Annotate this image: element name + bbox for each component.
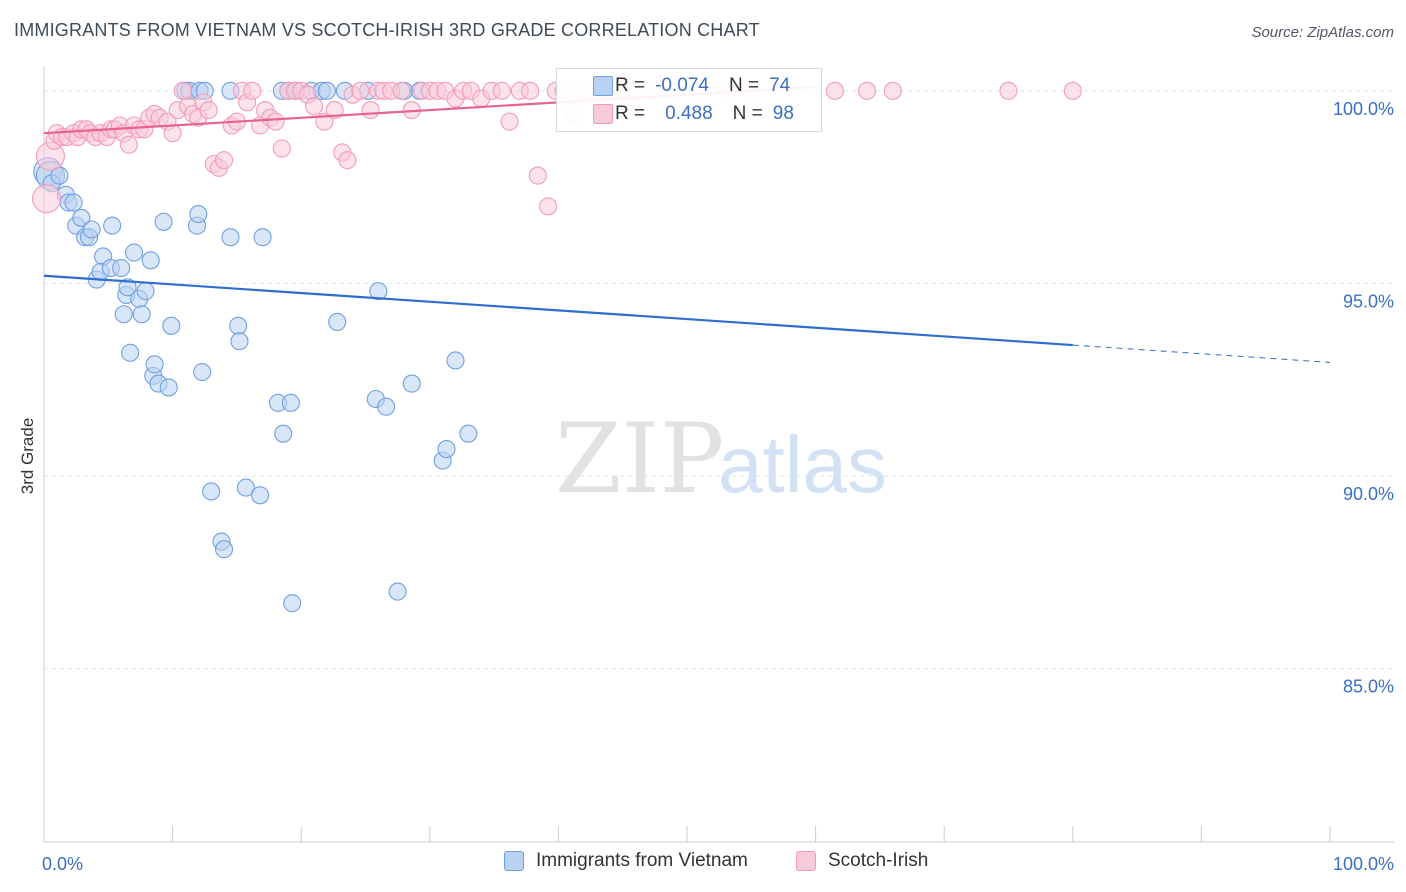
legend-swatch-scotch-irish (796, 851, 816, 871)
point-scotch-irish (1063, 81, 1082, 100)
point-scotch-irish (539, 197, 558, 216)
point-scotch-irish (351, 81, 370, 100)
point-scotch-irish (199, 101, 218, 120)
stats-swatch-scotch-irish (593, 104, 613, 124)
stats-r-label: R = (615, 103, 646, 124)
point-vietnam (159, 378, 178, 397)
point-vietnam (64, 193, 83, 212)
point-scotch-irish (392, 81, 411, 100)
point-vietnam (82, 220, 101, 239)
point-vietnam (402, 374, 421, 393)
point-vietnam (229, 316, 248, 335)
point-vietnam (388, 582, 407, 601)
point-vietnam (250, 486, 270, 505)
point-vietnam (281, 393, 300, 412)
point-scotch-irish (305, 97, 324, 116)
point-vietnam (162, 316, 181, 335)
point-scotch-irish (272, 139, 291, 158)
point-vietnam (103, 216, 122, 235)
point-vietnam (132, 305, 151, 324)
chart-title: IMMIGRANTS FROM VIETNAM VS SCOTCH-IRISH … (14, 20, 760, 40)
point-scotch-irish (883, 81, 902, 100)
point-scotch-irish (119, 135, 138, 154)
point-vietnam (328, 312, 347, 332)
point-scotch-irish (214, 151, 234, 170)
point-vietnam (253, 228, 272, 247)
point-scotch-irish (857, 81, 877, 100)
trendline-vietnam (43, 274, 1073, 347)
legend-label-vietnam: Immigrants from Vietnam (536, 850, 748, 871)
legend-item-vietnam[interactable]: Immigrants from Vietnam (504, 850, 748, 872)
point-scotch-irish (825, 81, 844, 100)
point-vietnam (72, 208, 91, 227)
point-vietnam (154, 212, 173, 231)
point-vietnam (114, 305, 133, 324)
legend: Immigrants from Vietnam Scotch-Irish (0, 850, 1406, 880)
stats-row-scotch-irish: R = 0.488 N = 98 (593, 101, 794, 127)
stats-n-label: N = (732, 103, 763, 124)
source-label: Source: ZipAtlas.com (1251, 24, 1394, 41)
point-vietnam (369, 282, 388, 301)
y-tick-label: 85.0% (1343, 677, 1394, 697)
stats-n-label: N = (728, 75, 760, 96)
point-scotch-irish (266, 112, 285, 131)
point-vietnam (230, 332, 249, 351)
stats-n-value: 98 (772, 103, 794, 124)
point-vietnam (236, 478, 255, 497)
stats-r-value: 0.488 (665, 103, 713, 124)
point-scotch-irish (338, 151, 357, 170)
point-scotch-irish (361, 101, 380, 120)
y-tick-label: 100.0% (1333, 99, 1394, 119)
trendline-vietnam-extension (1072, 344, 1331, 363)
stats-r-label: R = (615, 75, 646, 96)
point-vietnam (317, 81, 336, 100)
point-vietnam (446, 351, 465, 370)
point-vietnam (145, 355, 164, 374)
y-axis-label: 3rd Grade (18, 418, 37, 495)
legend-swatch-vietnam (504, 851, 524, 871)
point-scotch-irish (163, 124, 182, 143)
point-vietnam (118, 278, 137, 297)
point-vietnam (459, 424, 478, 443)
stats-n-value: 74 (769, 75, 791, 96)
y-tick-label: 95.0% (1343, 291, 1394, 311)
stats-legend: R = -0.074 N = 74 R = 0.488 N = 98 (556, 68, 822, 132)
point-scotch-irish (528, 166, 547, 185)
watermark-atlas: atlas (718, 420, 887, 509)
watermark-zip: ZIP (555, 403, 724, 515)
stats-swatch-vietnam (593, 76, 613, 96)
point-scotch-irish (521, 81, 540, 100)
point-vietnam (214, 540, 234, 559)
point-vietnam (202, 482, 221, 501)
point-scotch-irish (999, 81, 1018, 100)
point-scotch-irish (32, 184, 62, 214)
x-tick-label: 0.0% (42, 854, 83, 874)
point-scotch-irish (492, 81, 511, 100)
point-vietnam (193, 362, 212, 382)
point-scotch-irish (243, 81, 262, 100)
point-vietnam (221, 228, 240, 247)
point-vietnam (136, 282, 155, 301)
point-scotch-irish (500, 112, 519, 131)
point-vietnam (124, 243, 144, 262)
x-tick-label: 100.0% (1333, 854, 1394, 874)
point-scotch-irish (173, 81, 192, 100)
legend-label-scotch-irish: Scotch-Irish (828, 850, 929, 871)
point-vietnam (283, 594, 302, 613)
point-vietnam (377, 397, 396, 416)
point-vietnam (141, 251, 160, 270)
point-scotch-irish (325, 101, 344, 120)
y-tick-label: 90.0% (1343, 484, 1394, 504)
stats-row-vietnam: R = -0.074 N = 74 (593, 73, 791, 99)
point-vietnam (437, 440, 456, 459)
point-vietnam (121, 343, 140, 362)
legend-item-scotch-irish[interactable]: Scotch-Irish (796, 850, 928, 872)
point-vietnam (112, 258, 131, 278)
point-vietnam (274, 424, 293, 443)
point-vietnam (189, 205, 208, 224)
stats-r-value: -0.074 (655, 75, 709, 96)
